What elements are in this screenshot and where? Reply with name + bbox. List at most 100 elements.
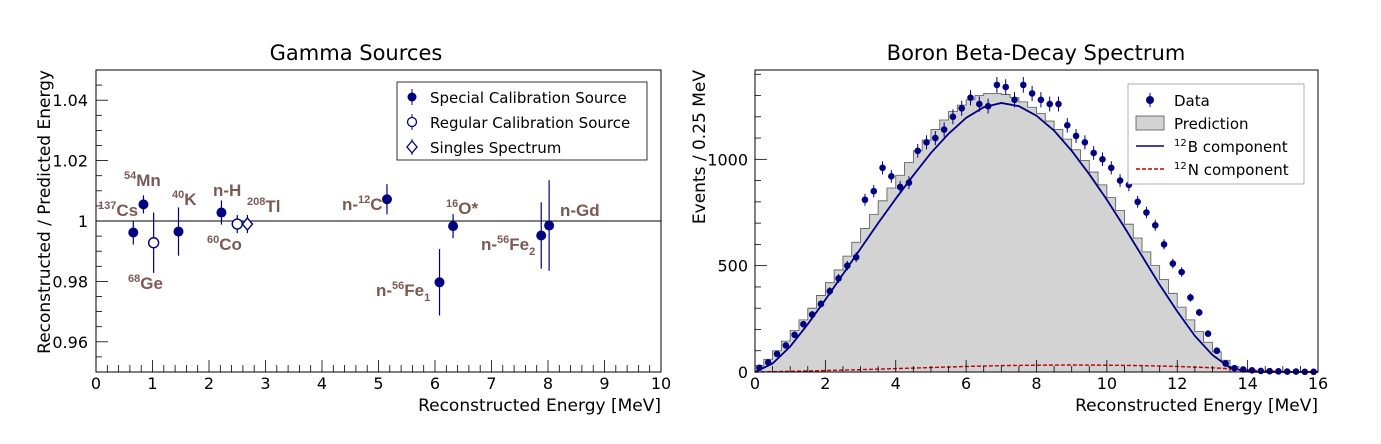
left-y-tick-label: 1.04: [52, 91, 88, 110]
legend-regular-label: Regular Calibration Source: [430, 114, 630, 132]
special-source-point: [173, 226, 184, 237]
data-point: [1231, 364, 1238, 372]
data-point: [1160, 241, 1168, 248]
legend-prediction-swatch: [1135, 115, 1165, 131]
data-point: [1081, 139, 1089, 146]
left-y-tick-label: 1: [78, 212, 88, 231]
special-source-point: [536, 230, 547, 241]
gamma-sources-panel: Gamma Sources 0 1 2 3 4 5 6 7 8 9 10 0.96 0.98 1 1.02 1…: [35, 41, 671, 416]
data-point: [1257, 367, 1265, 375]
left-x-tick-label: 5: [373, 374, 383, 393]
data-point: [896, 183, 904, 191]
regular-source-point: [231, 218, 243, 230]
data-point: [949, 113, 957, 121]
data-point: [879, 164, 886, 172]
data-point: [826, 287, 834, 295]
left-x-tick-label: 3: [260, 374, 270, 393]
annotation-tl208: 208Tl: [247, 196, 280, 216]
data-point: [1090, 149, 1097, 157]
right-x-tick-label: 10: [1097, 374, 1117, 393]
spectrum-data-points: [756, 77, 1317, 376]
annotation-k40: 40K: [172, 189, 197, 209]
annotation-mn54: 54Mn: [124, 170, 161, 190]
data-point: [1143, 209, 1150, 216]
special-source-point: [138, 199, 149, 210]
data-point: [1134, 198, 1141, 206]
data-point: [1107, 164, 1115, 172]
data-point: [1002, 83, 1010, 91]
data-point: [1248, 366, 1256, 374]
legend-n12-label: 12N component: [1174, 161, 1289, 179]
right-x-tick-label: 6: [961, 374, 971, 393]
data-point: [1028, 90, 1036, 97]
data-point: [1099, 156, 1106, 163]
data-point: [984, 102, 992, 110]
right-axis-ticks: [754, 73, 1319, 373]
right-x-tick-label: 16: [1308, 374, 1328, 393]
data-point: [1046, 100, 1053, 108]
source-annotations: 137Cs 54Mn 68Ge 40K n-H 60Co 208Tl n-12C…: [98, 170, 600, 304]
data-point: [791, 331, 798, 339]
legend-singles-label: Singles Spectrum: [430, 139, 561, 157]
data-point: [905, 179, 913, 187]
annotation-cs137: 137Cs: [98, 200, 138, 220]
data-point: [940, 126, 948, 133]
right-legend: Data Prediction 12B component 12N compon…: [1127, 83, 1305, 185]
data-point: [852, 253, 860, 261]
right-legend-box: [1127, 83, 1305, 185]
data-point: [1266, 367, 1273, 375]
right-x-axis-label: Reconstructed Energy [MeV]: [1075, 396, 1318, 416]
right-y-axis-label: Events / 0.25 MeV: [690, 70, 710, 224]
data-point: [1169, 260, 1177, 267]
left-axis-ticks: [95, 69, 662, 373]
data-point: [932, 134, 939, 142]
legend-regular-marker: [406, 116, 418, 128]
left-y-tick-label: 0.96: [52, 333, 88, 352]
special-source-point: [381, 194, 392, 205]
data-point: [782, 342, 790, 349]
left-x-tick-label: 6: [430, 374, 440, 393]
data-point: [1275, 368, 1282, 375]
data-point: [993, 81, 1001, 89]
right-y-tick-label: 0: [738, 363, 748, 382]
right-x-tick-label: 12: [1167, 374, 1187, 393]
data-point: [1213, 347, 1221, 355]
right-x-tick-label: 4: [891, 374, 901, 393]
right-chart-title: Boron Beta-Decay Spectrum: [887, 41, 1186, 65]
special-source-point: [434, 277, 445, 288]
left-legend: Special Calibration Source Regular Calib…: [396, 81, 648, 161]
data-point: [844, 262, 851, 269]
legend-data-marker: [1146, 96, 1154, 104]
data-point: [923, 139, 930, 146]
data-point: [958, 104, 966, 112]
right-x-tick-label: 14: [1237, 374, 1257, 393]
data-point: [756, 364, 763, 372]
legend-data-label: Data: [1174, 92, 1210, 110]
singles-spectrum-point: [241, 216, 254, 232]
data-point: [1195, 309, 1203, 316]
right-x-tick-label: 8: [1031, 374, 1041, 393]
special-source-point: [128, 227, 139, 238]
data-point: [914, 147, 922, 155]
data-point: [888, 173, 895, 180]
data-point: [861, 196, 869, 204]
annotation-n-h: n-H: [213, 181, 241, 200]
left-x-tick-label: 7: [486, 374, 496, 393]
right-y-tick-label: 500: [717, 257, 748, 276]
right-y-tick-label: 1000: [707, 150, 748, 169]
boron-spectrum-panel: Boron Beta-Decay Spectrum 0 2 4 6 8 10 12 14 16 0…: [690, 41, 1328, 416]
n12-component-curve: [754, 364, 1319, 373]
left-x-tick-label: 0: [91, 374, 101, 393]
right-x-tick-label: 2: [820, 374, 830, 393]
data-point: [764, 359, 772, 366]
data-point: [1063, 121, 1071, 129]
special-source-point: [544, 220, 555, 231]
data-point: [1072, 132, 1080, 140]
annotation-n-fe56-2: n-56Fe2: [481, 234, 535, 258]
data-point: [1037, 96, 1045, 104]
data-point: [976, 100, 983, 108]
data-point: [870, 187, 878, 195]
left-chart-title: Gamma Sources: [270, 41, 443, 65]
right-x-tick-label: 0: [750, 374, 760, 393]
